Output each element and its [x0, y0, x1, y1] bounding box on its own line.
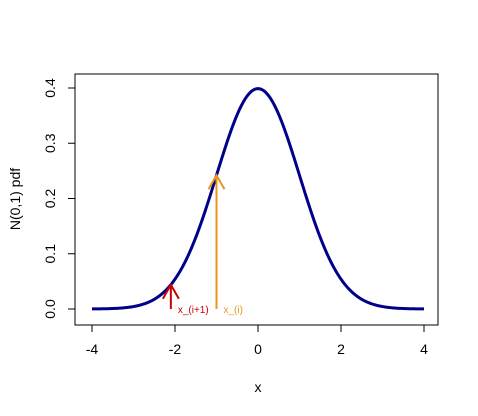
x-tick-label: 0	[254, 341, 262, 357]
y-tick-label: 0.3	[42, 133, 58, 153]
y-tick-label: 0.1	[42, 244, 58, 264]
annotation-label: x_(i+1)	[178, 305, 209, 316]
y-tick-label: 0.0	[42, 299, 58, 319]
y-tick-label: 0.4	[42, 78, 58, 98]
annotation-layer: x_(i+1) x_(i)	[161, 173, 243, 316]
annotation-arrow-head	[207, 173, 226, 190]
series-layer	[91, 87, 425, 311]
annotation-arrow: x_(i+1)	[161, 282, 209, 316]
x-axis-title: x	[255, 379, 262, 395]
annotation-arrow: x_(i)	[207, 173, 243, 316]
x-tick-label: 4	[420, 341, 428, 357]
y-tick-label: 0.2	[42, 189, 58, 209]
x-tick-label: -4	[86, 341, 99, 357]
x-tick-label: 2	[337, 341, 345, 357]
annotation-label: x_(i)	[224, 305, 243, 316]
y-axis-title: N(0,1) pdf	[7, 168, 23, 230]
density-curve-line	[91, 87, 425, 311]
annotation-arrow-head	[161, 282, 180, 300]
x-axis: -4 -2 0 2 4	[86, 324, 428, 357]
x-tick-label: -2	[169, 341, 182, 357]
y-axis: 0.0 0.1 0.2 0.3 0.4	[42, 78, 76, 319]
